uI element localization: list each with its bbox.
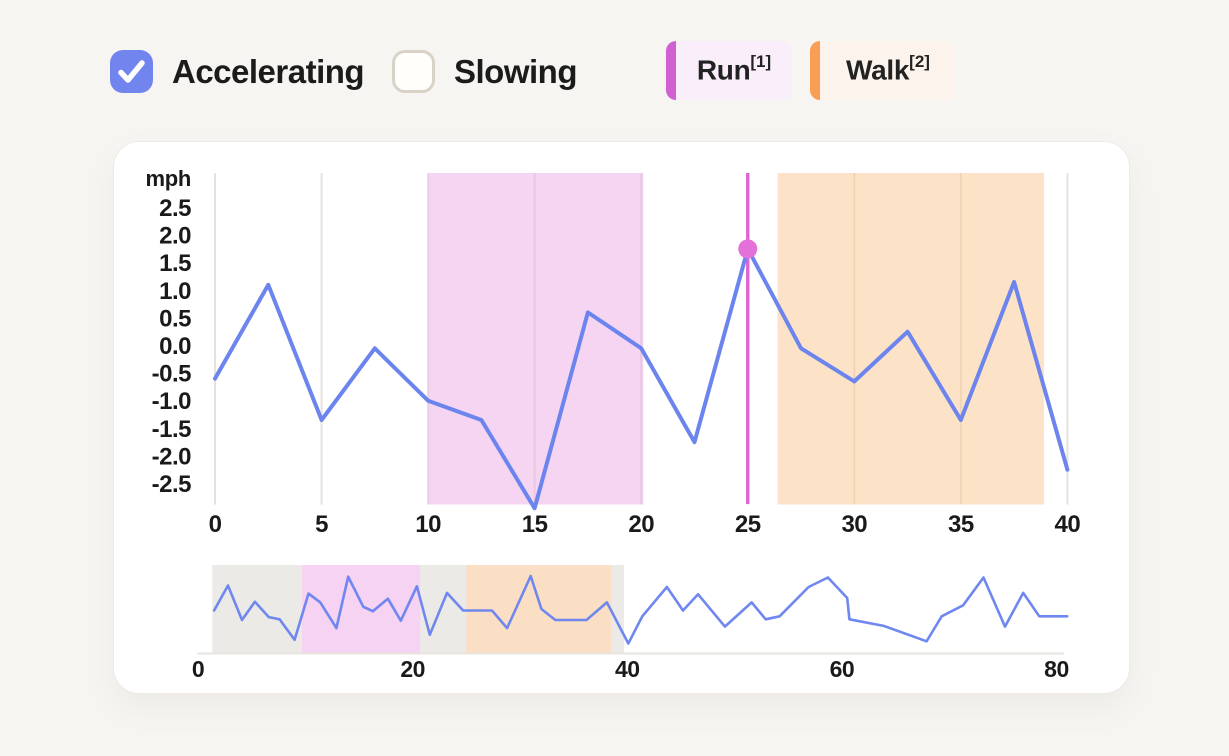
main-x-tick-label: 5 [315,511,328,538]
run-badge-text: Run[1] [676,52,792,86]
overview-series-line [212,574,1069,645]
main-y-tick-label: -1.5 [152,416,192,443]
legend-walk-badge[interactable]: Walk[2] [810,41,956,100]
main-y-tick-label: -0.5 [152,361,192,388]
accelerating-checkbox[interactable] [110,50,153,93]
overview-x-tick-label: 20 [400,656,425,682]
main-y-tick-label: 2.0 [159,223,191,250]
main-x-tick-label: 40 [1055,511,1081,538]
main-run-region [428,173,644,505]
slowing-toggle[interactable]: Slowing [392,50,578,93]
main-x-tick-label: 15 [522,511,548,538]
walk-label: Walk [846,54,910,86]
main-y-tick-label: 1.5 [159,250,191,277]
main-x-tick-label: 20 [628,511,654,538]
main-chart[interactable]: mph 2.52.01.51.00.50.0-0.5-1.0-1.5-2.0-2.… [145,166,1080,538]
overview-x-tick-label: 60 [830,656,855,682]
marker-dot[interactable] [738,239,758,259]
main-y-tick-label: 1.0 [159,278,191,305]
overview-chart[interactable]: 0 20 40 60 80 [192,565,1069,682]
main-series-line [213,246,1070,511]
walk-accent-bar [810,41,820,100]
main-x-tick-label: 10 [415,511,441,538]
run-superscript: [1] [750,52,772,72]
overview-x-tick-label: 80 [1044,656,1069,682]
main-y-tick-label: 2.5 [159,195,191,222]
main-x-tick-label: 0 [209,511,222,538]
main-y-tick-label: -1.0 [152,388,192,415]
accelerating-toggle[interactable]: Accelerating [110,50,365,93]
overview-run-region [302,565,421,653]
main-y-tick-label: 0.0 [159,333,191,360]
main-y-tick-label: -2.0 [152,443,192,470]
main-y-tick-label: 0.5 [159,305,191,332]
overview-x-tick-label: 0 [192,656,204,682]
run-accent-bar [666,41,676,100]
slowing-label: Slowing [454,52,578,90]
toolbar: Accelerating Slowing Run[1] Walk[2] [0,0,1229,130]
main-y-tick-label: -2.5 [152,471,192,498]
main-x-tick-label: 25 [735,511,761,538]
slowing-checkbox[interactable] [392,50,435,93]
main-x-tick-label: 35 [948,511,974,538]
overview-x-tick-label: 40 [615,656,640,682]
legend-run-badge[interactable]: Run[1] [666,41,792,100]
accelerating-label: Accelerating [172,52,365,90]
run-label: Run [696,54,751,86]
overview-walk-region [466,565,612,653]
check-icon [118,60,145,83]
main-y-axis-unit: mph [145,166,191,191]
walk-badge-text: Walk[2] [820,52,956,86]
main-x-tick-label: 30 [841,511,867,538]
walk-superscript: [2] [909,52,930,72]
